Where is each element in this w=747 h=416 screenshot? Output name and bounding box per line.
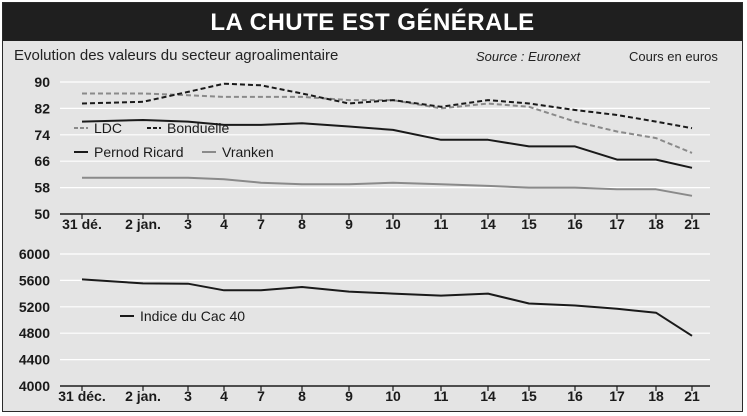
panel2-legend-label: Indice du Cac 40	[140, 308, 245, 324]
panel1-y-tick-label: 58	[34, 180, 50, 196]
panel2-x-tick-label: 18	[648, 388, 664, 404]
chart-title: LA CHUTE EST GÉNÉRALE	[210, 9, 535, 36]
panel1-x-tick-label: 31 dé.	[62, 216, 102, 232]
panel2-x-tick-label: 4	[220, 388, 228, 404]
panel1-y-tick-label: 74	[34, 127, 50, 143]
panel2-x-tick-label: 11	[434, 388, 449, 404]
panel2-y-tick-label: 5200	[19, 299, 50, 315]
panel1-x-tick-label: 14	[480, 216, 496, 232]
panel2-x-tick-label: 16	[567, 388, 583, 404]
panel2-plot-area	[60, 250, 710, 386]
panel2-x-tick-label: 14	[480, 388, 496, 404]
panel1-legend-label: LDC	[94, 120, 122, 136]
panel2-y-tick-label: 4400	[19, 352, 50, 368]
panel1-y-tick-label: 50	[34, 206, 50, 222]
panel2-series-indice-du-cac-40	[81, 278, 693, 337]
panel2-x-tick-label: 15	[521, 388, 537, 404]
panel1-x-tick-label: 11	[434, 216, 449, 232]
panel1-x-tick-label: 17	[609, 216, 625, 232]
panel1-x-tick-label: 9	[345, 216, 353, 232]
panel1-x-tick-label: 18	[648, 216, 664, 232]
panel1-series-vranken	[82, 176, 693, 197]
panel1-x-tick-label: 16	[567, 216, 583, 232]
panel2-x-tick-label: 31 déc.	[58, 388, 105, 404]
panel2-x-tick-label: 9	[345, 388, 353, 404]
panel1-series-pernod-ricard	[81, 119, 693, 169]
panel2-y-tick-label: 4000	[19, 378, 50, 394]
panel1-x-tick-label: 15	[521, 216, 537, 232]
panel1-y-tick-label: 82	[34, 100, 50, 116]
panel1-legend-label: Bonduelle	[167, 120, 229, 136]
panel2-x-tick-label: 8	[298, 388, 306, 404]
panel2-x-tick-label: 21	[684, 388, 700, 404]
chart-subtitle: Evolution des valeurs du secteur agroali…	[14, 47, 339, 64]
panel2-x-tick-label: 10	[385, 388, 401, 404]
source-note: Source : Euronext	[476, 49, 581, 64]
panel1-x-tick-label: 4	[220, 216, 228, 232]
units-note: Cours en euros	[629, 49, 718, 64]
panel1-series-bonduelle	[81, 82, 693, 130]
panel1-y-tick-label: 66	[34, 153, 50, 169]
panel2-x-tick-label: 17	[609, 388, 625, 404]
panel2-x-tick-label: 7	[257, 388, 265, 404]
panel1-x-tick-label: 3	[184, 216, 192, 232]
panel1-x-tick-label: 8	[298, 216, 306, 232]
panel1-x-tick-label: 2 jan.	[125, 216, 161, 232]
panel2-x-tick-label: 3	[184, 388, 192, 404]
panel2-y-tick-label: 6000	[19, 246, 50, 262]
panel1-y-tick-label: 90	[34, 74, 50, 90]
panel1-x-tick-label: 21	[684, 216, 700, 232]
panel1-x-tick-label: 7	[257, 216, 265, 232]
title-banner: LA CHUTE EST GÉNÉRALE	[3, 3, 742, 41]
panel1-legend-label: Vranken	[222, 144, 274, 160]
panel2-x-tick-label: 2 jan.	[125, 388, 161, 404]
panel1-legend-label: Pernod Ricard	[94, 144, 184, 160]
panel1-x-tick-label: 10	[385, 216, 401, 232]
panel2-y-tick-label: 4800	[19, 325, 50, 341]
panel2-y-tick-label: 5600	[19, 272, 50, 288]
